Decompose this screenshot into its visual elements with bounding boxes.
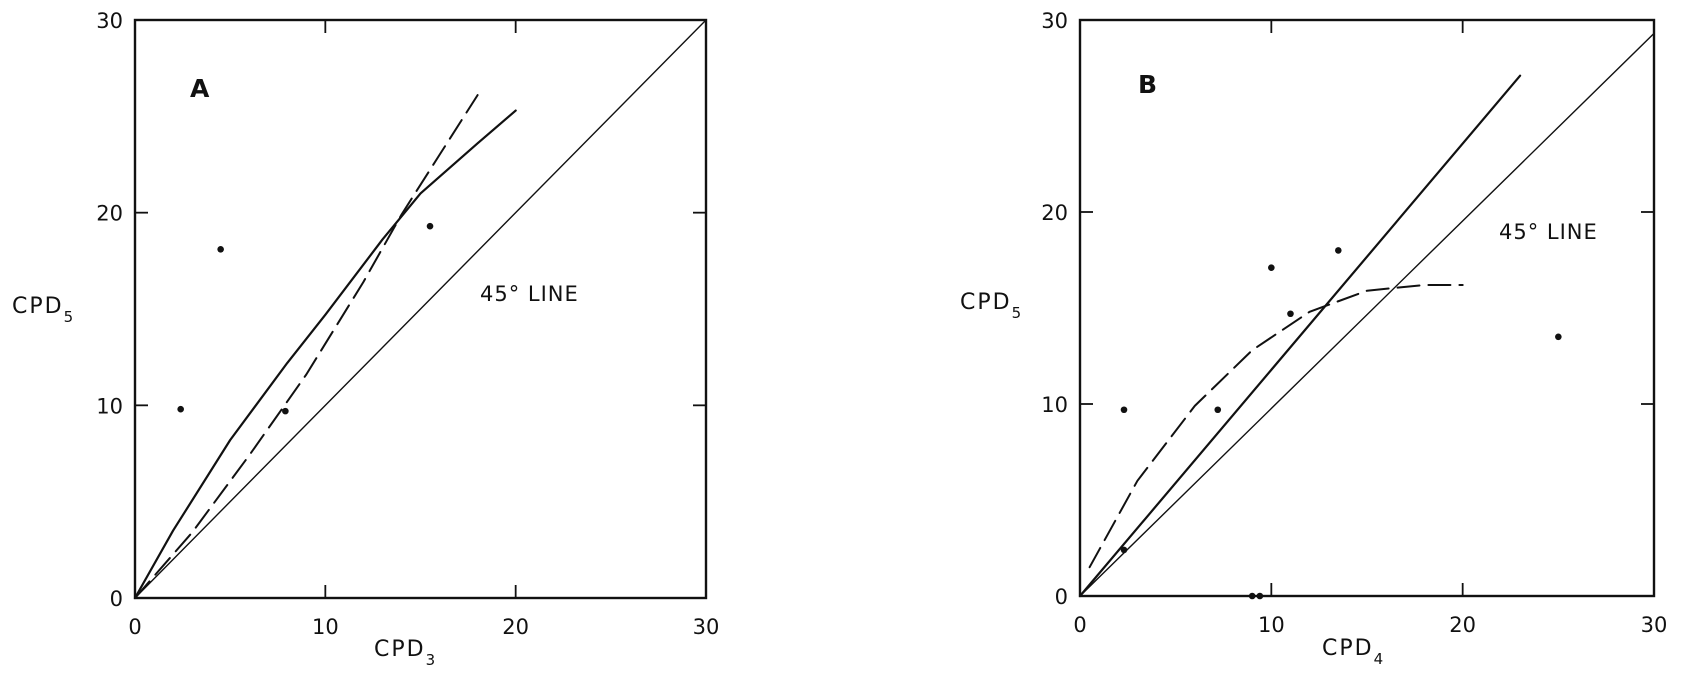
tick-marks (1080, 20, 1654, 596)
panel-letter: B (1138, 70, 1157, 99)
data-point (1248, 592, 1256, 600)
data-point (1335, 247, 1342, 254)
y-tick-label: 20 (1041, 201, 1068, 225)
dashed-fit-curve (1088, 284, 1464, 569)
y-axis-label-sub: 5 (1012, 304, 1024, 322)
x-tick-label: 30 (693, 615, 720, 639)
x-tick-label: 20 (1449, 613, 1476, 637)
reference-45-line (134, 19, 707, 599)
x-axis-label: CPD4 (1322, 636, 1385, 668)
tick-labels: 0 10 20 30 0 10 20 30 (1041, 9, 1667, 637)
y-axis-label: CPD5 (960, 290, 1023, 322)
data-point (282, 407, 289, 415)
solid-fit-curve (1078, 74, 1522, 598)
series-group (1078, 32, 1655, 600)
x-tick-label: 10 (312, 615, 339, 639)
x-axis-label-sub: 3 (426, 651, 438, 669)
data-point (1214, 406, 1222, 414)
data-point (1555, 333, 1562, 341)
y-axis-label-main: CPD (12, 294, 64, 319)
tick-marks (135, 20, 706, 598)
x-tick-label: 10 (1258, 613, 1285, 637)
x-tick-label: 20 (502, 615, 529, 639)
data-point (1256, 592, 1264, 600)
y-axis-label-sub: 5 (64, 308, 76, 326)
annotation-45-line: 45° LINE (1499, 220, 1598, 244)
x-tick-label: 0 (128, 615, 141, 639)
x-axis-label-main: CPD (374, 637, 426, 662)
tick-labels: 0 10 20 30 0 10 20 30 (96, 9, 719, 639)
y-tick-label: 0 (110, 587, 123, 611)
x-axis-label-sub: 4 (1374, 650, 1386, 668)
data-point (1120, 406, 1128, 414)
y-axis-label: CPD5 (12, 294, 75, 326)
plot-frame (1078, 18, 1656, 598)
reference-45-line (1079, 32, 1655, 597)
x-axis-label: CPD3 (374, 637, 437, 669)
annotation-45-line: 45° LINE (480, 282, 579, 306)
y-axis-label-main: CPD (960, 290, 1012, 315)
series-group (133, 19, 707, 600)
plot-frame (133, 18, 708, 600)
x-tick-label: 0 (1073, 613, 1086, 637)
data-point (426, 222, 434, 230)
y-tick-label: 0 (1055, 585, 1068, 609)
dashed-fit-curve (134, 94, 479, 599)
x-axis-label-main: CPD (1322, 636, 1374, 661)
data-point (177, 405, 184, 413)
data-point (1287, 310, 1294, 318)
panel-letter: A (190, 74, 210, 103)
y-tick-label: 10 (96, 394, 123, 418)
y-tick-label: 10 (1041, 393, 1068, 417)
data-point (1268, 264, 1275, 271)
data-point (217, 245, 224, 253)
data-point (1120, 546, 1128, 554)
y-tick-label: 30 (1041, 9, 1068, 33)
x-tick-label: 30 (1641, 613, 1668, 637)
y-tick-label: 20 (96, 202, 123, 226)
y-tick-label: 30 (96, 9, 123, 33)
solid-fit-curve (133, 109, 517, 600)
